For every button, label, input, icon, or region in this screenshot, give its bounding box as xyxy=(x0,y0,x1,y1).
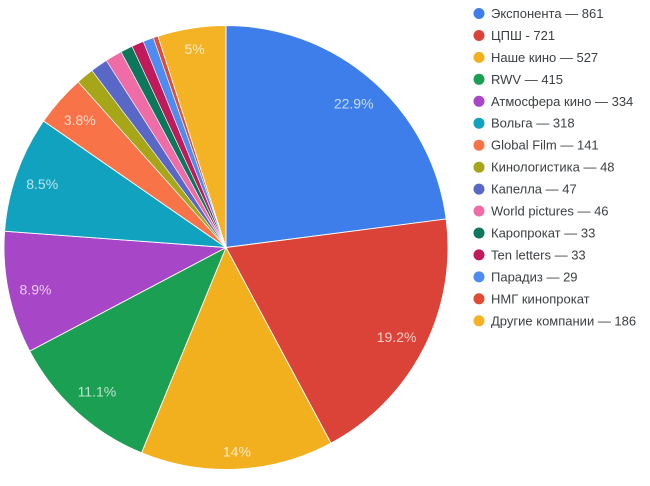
svg-text:НМГ кинопрокат: НМГ кинопрокат xyxy=(491,291,590,306)
svg-text:Ten letters — 33: Ten letters — 33 xyxy=(491,247,586,262)
svg-text:11.1%: 11.1% xyxy=(78,383,117,399)
svg-text:14%: 14% xyxy=(223,444,251,460)
svg-text:World pictures — 46: World pictures — 46 xyxy=(491,204,609,219)
svg-text:Каропрокат — 33: Каропрокат — 33 xyxy=(491,226,595,241)
svg-text:19.2%: 19.2% xyxy=(377,329,417,345)
svg-text:Global Film — 141: Global Film — 141 xyxy=(491,138,599,153)
svg-text:Наше кино — 527: Наше кино — 527 xyxy=(491,50,598,65)
svg-text:8.5%: 8.5% xyxy=(26,176,58,192)
svg-text:Парадиз — 29: Парадиз — 29 xyxy=(491,269,578,284)
svg-text:Капелла — 47: Капелла — 47 xyxy=(491,182,577,197)
svg-text:ЦПШ - 721: ЦПШ - 721 xyxy=(491,28,555,43)
svg-text:Экспонента — 861: Экспонента — 861 xyxy=(491,6,604,21)
svg-text:Атмосфера кино — 334: Атмосфера кино — 334 xyxy=(491,94,633,109)
svg-text:22.9%: 22.9% xyxy=(334,96,374,112)
svg-text:3.8%: 3.8% xyxy=(64,112,96,128)
svg-text:RWV — 415: RWV — 415 xyxy=(491,72,563,87)
svg-text:Кинологистика — 48: Кинологистика — 48 xyxy=(491,160,615,175)
svg-text:8.9%: 8.9% xyxy=(20,282,52,298)
svg-text:Вольга — 318: Вольга — 318 xyxy=(491,116,575,131)
svg-text:5%: 5% xyxy=(184,41,204,57)
svg-text:Другие компании — 186: Другие компании — 186 xyxy=(491,313,636,328)
